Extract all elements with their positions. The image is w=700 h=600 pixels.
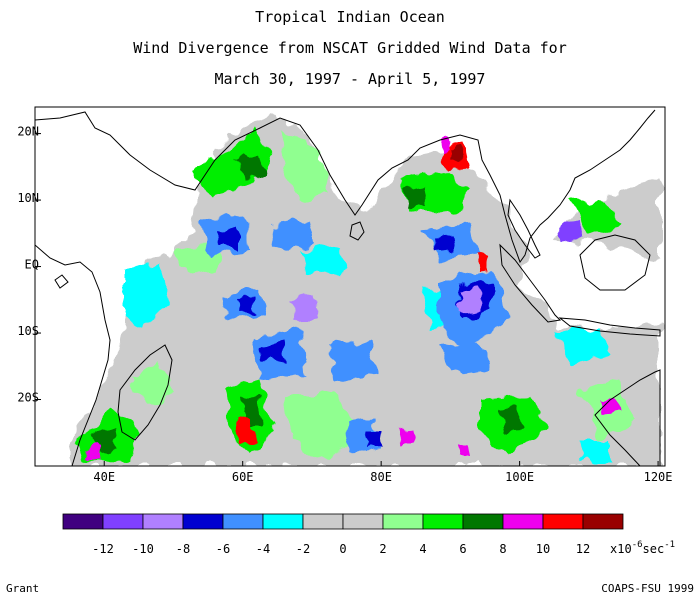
coast-australia (594, 369, 661, 466)
coast-madagascar (117, 344, 173, 441)
field-red-4 (238, 418, 253, 441)
field-shapes (70, 115, 660, 466)
field-red-5 (600, 398, 617, 413)
field-darkgreen-5 (500, 408, 522, 432)
field-red-3 (477, 253, 491, 271)
colorbar-label: -4 (256, 542, 270, 556)
x-tick-label: 120E (644, 470, 673, 484)
field-cyan-3 (300, 245, 345, 275)
field-red-8 (400, 428, 413, 446)
coast-sumatra (499, 243, 562, 323)
colorbar-swatch (302, 513, 344, 530)
colorbar-label: 2 (379, 542, 386, 556)
colorbar-swatch (142, 513, 184, 530)
divergence-field (70, 115, 660, 466)
map-subtitle: Wind Divergence from NSCAT Gridded Wind … (133, 39, 567, 57)
field-green-10 (130, 360, 175, 405)
x-tick-label: 40E (93, 470, 115, 484)
field-darkgreen-3 (95, 425, 118, 450)
field-darkgreen-4 (405, 186, 428, 207)
field-darkgreen-1 (235, 150, 265, 182)
coast-java (558, 317, 661, 337)
field-green-2 (280, 130, 330, 200)
y-tick-label: 10N (17, 191, 39, 205)
map-title: Tropical Indian Ocean (255, 8, 445, 26)
field-cyan-2 (555, 330, 610, 365)
colorbar-label: -6 (216, 542, 230, 556)
colorbar-swatch (462, 513, 504, 530)
colorbar-labels: -12 -10 -8 -6 -4 -2 0 2 4 6 8 10 12 (92, 542, 590, 556)
field-darkblue-6 (235, 298, 256, 313)
x-tick-label: 100E (505, 470, 534, 484)
colorbar-swatch (262, 513, 304, 530)
field-cyan-5 (580, 440, 612, 462)
coast-sri-lanka (349, 221, 365, 241)
x-tick-label: 80E (370, 470, 392, 484)
colorbar-swatch (382, 513, 424, 530)
coast-arabia-india (35, 109, 656, 264)
field-red-6 (455, 443, 472, 460)
colorbar (62, 513, 624, 530)
colorbar-swatch (62, 513, 104, 530)
y-tick-label: 10S (17, 324, 39, 338)
x-axis: 40E 60E 80E 100E 120E (93, 461, 673, 484)
field-lightpurple-3 (560, 222, 582, 242)
field-lightpurple-2 (460, 288, 482, 312)
coast-borneo (579, 234, 651, 291)
colorbar-swatch (422, 513, 464, 530)
colorbar-label: 10 (536, 542, 550, 556)
colorbar-swatch (182, 513, 224, 530)
plot-frame (34, 106, 666, 467)
colorbar-swatch (502, 513, 544, 530)
y-tick-label: 20S (17, 391, 39, 405)
colorbar-swatch (582, 513, 624, 530)
colorbar-swatch (102, 513, 144, 530)
colorbar-label: -8 (176, 542, 190, 556)
colorbar-label: -2 (296, 542, 310, 556)
author-credit: Grant (6, 582, 40, 595)
coastlines (35, 109, 661, 466)
field-darkblue-5 (365, 430, 381, 448)
field-red-2 (438, 140, 450, 152)
colorbar-swatch (222, 513, 264, 530)
field-darkred-1 (452, 149, 463, 161)
field-red-7 (85, 446, 101, 460)
y-tick-label: 20N (17, 125, 39, 139)
colorbar-swatch (542, 513, 584, 530)
colorbar-label: 0 (339, 542, 346, 556)
coast-socotra (54, 274, 69, 289)
field-blue-8 (440, 340, 490, 375)
colorbar-label: 6 (459, 542, 466, 556)
x-tick-label: 60E (232, 470, 254, 484)
field-lightpurple-1 (290, 295, 318, 322)
y-axis: 20N 10N EQ 10S 20S (17, 125, 41, 405)
field-green-1 (190, 130, 275, 195)
colorbar-label: 8 (499, 542, 506, 556)
field-green-6 (285, 395, 360, 460)
field-darkblue-3 (262, 342, 284, 364)
field-base (70, 115, 660, 466)
field-cyan-1 (124, 265, 170, 330)
field-blue-2 (270, 220, 315, 250)
colorbar-unit: x10-6sec-1 (610, 540, 675, 556)
colorbar-swatch (342, 513, 384, 530)
institution-credit: COAPS-FSU 1999 (601, 582, 694, 595)
field-green-9 (570, 200, 620, 235)
coast-malay (507, 198, 541, 259)
colorbar-label: -10 (132, 542, 154, 556)
field-blue-6 (330, 340, 375, 380)
colorbar-label: 4 (419, 542, 426, 556)
colorbar-label: -12 (92, 542, 114, 556)
field-darkblue-4 (432, 234, 454, 252)
colorbar-label: 12 (576, 542, 590, 556)
field-green-11 (175, 245, 220, 275)
field-darkblue-1 (218, 228, 238, 248)
coast-africa (35, 244, 111, 466)
y-tick-label: EQ (25, 258, 39, 272)
map-date-range: March 30, 1997 - April 5, 1997 (214, 70, 486, 88)
